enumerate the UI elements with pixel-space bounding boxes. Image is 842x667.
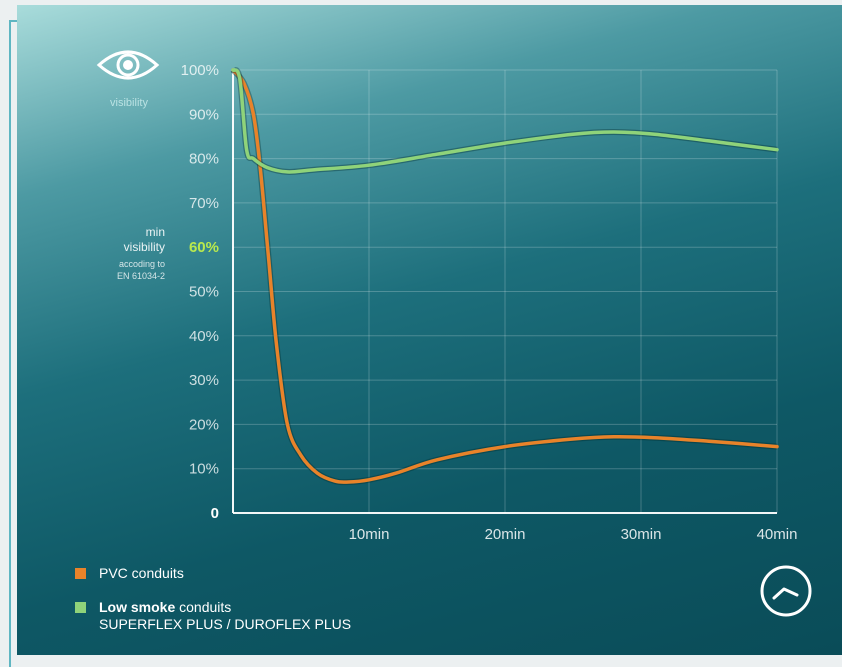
legend-swatch-low-smoke xyxy=(75,602,86,613)
y-tick-label-0: 0 xyxy=(211,505,219,522)
legend-low-smoke-rest: conduits xyxy=(175,599,232,615)
min-visibility-label: min visibility xyxy=(87,225,165,255)
y-tick-label-90: 90% xyxy=(189,106,219,123)
legend-swatch-pvc xyxy=(75,568,86,579)
y-tick-label-50: 50% xyxy=(189,284,219,301)
y-tick-label-60: 60% xyxy=(189,239,219,256)
legend-label-low-smoke: Low smoke conduits SUPERFLEX PLUS / DURO… xyxy=(99,599,351,633)
y-tick-label-100: 100% xyxy=(181,62,219,79)
series-line-pvc xyxy=(231,68,779,484)
x-tick-label-30: 30min xyxy=(621,526,662,543)
y-tick-label-30: 30% xyxy=(189,372,219,389)
x-tick-label-20: 20min xyxy=(485,526,526,543)
standard-note: accoding to EN 61034-2 xyxy=(77,258,165,282)
visibility-label: visibility xyxy=(110,97,148,109)
chart-panel: 0 10% 20% 30% 40% 50% 60% 70% 80% 90% 100% 10min 20m… xyxy=(17,5,842,655)
panel-frame-line xyxy=(9,20,17,667)
y-tick-label-20: 20% xyxy=(189,416,219,433)
y-tick-label-80: 80% xyxy=(189,151,219,168)
min-visibility-line2: visibility xyxy=(123,240,165,254)
y-tick-label-40: 40% xyxy=(189,328,219,345)
y-tick-label-70: 70% xyxy=(189,195,219,212)
x-tick-label-10: 10min xyxy=(349,526,390,543)
standard-note-line1: accoding to xyxy=(118,259,165,269)
clock-icon xyxy=(760,565,812,617)
legend-item-low-smoke: Low smoke conduits SUPERFLEX PLUS / DURO… xyxy=(75,599,351,633)
legend-item-pvc: PVC conduits xyxy=(75,565,184,582)
legend-low-smoke-products: SUPERFLEX PLUS / DUROFLEX PLUS xyxy=(99,616,352,632)
visibility-chart: 0 10% 20% 30% 40% 50% 60% 70% 80% 90% 100% 10min 20m… xyxy=(181,62,798,543)
series-line-low-smoke xyxy=(231,68,779,174)
x-tick-label-40: 40min xyxy=(757,526,798,543)
standard-note-line2: EN 61034-2 xyxy=(116,271,165,281)
legend-low-smoke-bold: Low smoke xyxy=(99,599,176,615)
eye-icon xyxy=(96,50,160,80)
min-visibility-line1: min xyxy=(145,225,165,239)
legend-label-pvc: PVC conduits xyxy=(99,565,184,581)
y-tick-label-10: 10% xyxy=(189,461,219,478)
